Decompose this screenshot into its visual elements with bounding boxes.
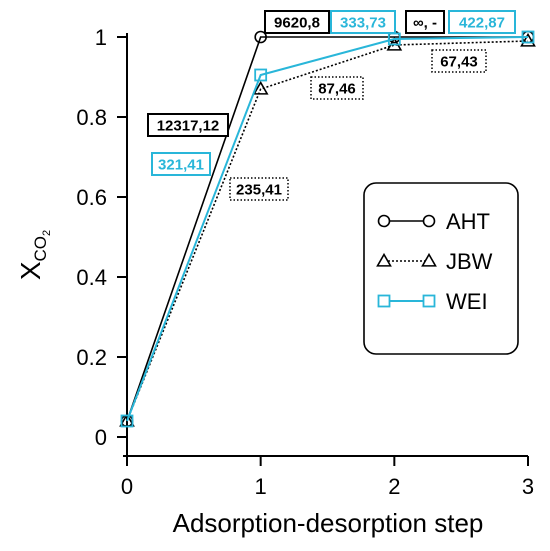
annotation-text: 235,41 — [236, 182, 282, 199]
y-axis-label-main: X — [15, 261, 46, 280]
legend-marker — [376, 252, 392, 267]
data-point-aht — [254, 30, 267, 44]
data-point-wei — [120, 414, 134, 428]
x-tick-label: 2 — [388, 474, 400, 499]
annotation-box — [448, 10, 516, 34]
legend-item-wei: WEI — [377, 289, 488, 314]
legend-marker — [421, 252, 437, 267]
legend-marker — [422, 214, 436, 228]
legend-marker — [422, 294, 436, 308]
annotation-text: 9620,8 — [274, 15, 320, 32]
annotation-box — [405, 10, 445, 34]
legend-item-aht: AHT — [377, 209, 490, 234]
y-tick-label: 0.6 — [76, 185, 107, 210]
annotation-text: 12317,12 — [157, 118, 220, 135]
legend-label: WEI — [446, 289, 488, 314]
data-point-wei — [254, 68, 268, 82]
x-tick-label: 3 — [522, 474, 534, 499]
series-line-jbw — [126, 40, 529, 422]
legend-label: JBW — [446, 249, 493, 274]
legend-marker — [377, 294, 391, 308]
data-point-jbw — [252, 80, 269, 95]
annotation-box — [310, 76, 364, 100]
y-tick-label: 1 — [95, 25, 107, 50]
legend: AHT JBW WEI — [363, 182, 519, 355]
y-axis-label-sub: CO — [31, 236, 50, 262]
annotation-label: 422,87 — [448, 10, 516, 34]
y-tick-label: 0.2 — [76, 345, 107, 370]
annotation-box — [431, 49, 487, 73]
annotation-box — [151, 152, 211, 176]
y-axis-label: XCO2 — [15, 230, 53, 280]
legend-box — [363, 182, 519, 355]
annotation-text: 87,46 — [318, 81, 356, 98]
y-tick-label: 0.4 — [76, 265, 107, 290]
annotation-label: 67,43 — [431, 49, 487, 73]
annotation-label: 333,73 — [330, 10, 396, 34]
x-axis-label: Adsorption-desorption step — [173, 508, 484, 538]
annotation-label: 321,41 — [151, 152, 211, 176]
annotation-box — [229, 177, 289, 201]
annotation-label: 9620,8 — [264, 10, 330, 34]
data-point-jbw — [520, 32, 536, 47]
legend-marker — [377, 214, 391, 228]
annotation-text: ∞, - — [413, 15, 437, 32]
annotation-text: 67,43 — [440, 54, 478, 71]
annotation-label: 87,46 — [310, 76, 364, 100]
annotation-label: ∞, - — [405, 10, 445, 34]
y-axis-label-subsub: 2 — [41, 230, 53, 236]
annotation-layer: 12317,12 321,41 235,41 9620,8 333,73 87,46 ∞, … — [147, 10, 516, 201]
y-tick-label: 0 — [95, 425, 107, 450]
series-line-wei — [126, 36, 529, 422]
annotation-label: 235,41 — [229, 177, 289, 201]
legend-label: AHT — [446, 209, 490, 234]
annotation-text: 333,73 — [340, 15, 386, 32]
legend-item-jbw: JBW — [376, 249, 493, 274]
annotation-label: 12317,12 — [147, 113, 229, 137]
series-layer — [119, 30, 536, 428]
annotation-box — [330, 10, 396, 34]
annotation-text: 321,41 — [158, 157, 204, 174]
annotation-text: 422,87 — [459, 15, 505, 32]
x-tick-label: 1 — [255, 474, 267, 499]
annotation-box — [147, 113, 229, 137]
x-tick-label: 0 — [121, 474, 133, 499]
annotation-box — [264, 10, 330, 34]
data-point-wei — [521, 30, 535, 44]
y-tick-label: 0.8 — [76, 105, 107, 130]
axes: 0 0.2 0.4 0.6 0.8 1 0 1 2 3 — [76, 25, 534, 499]
